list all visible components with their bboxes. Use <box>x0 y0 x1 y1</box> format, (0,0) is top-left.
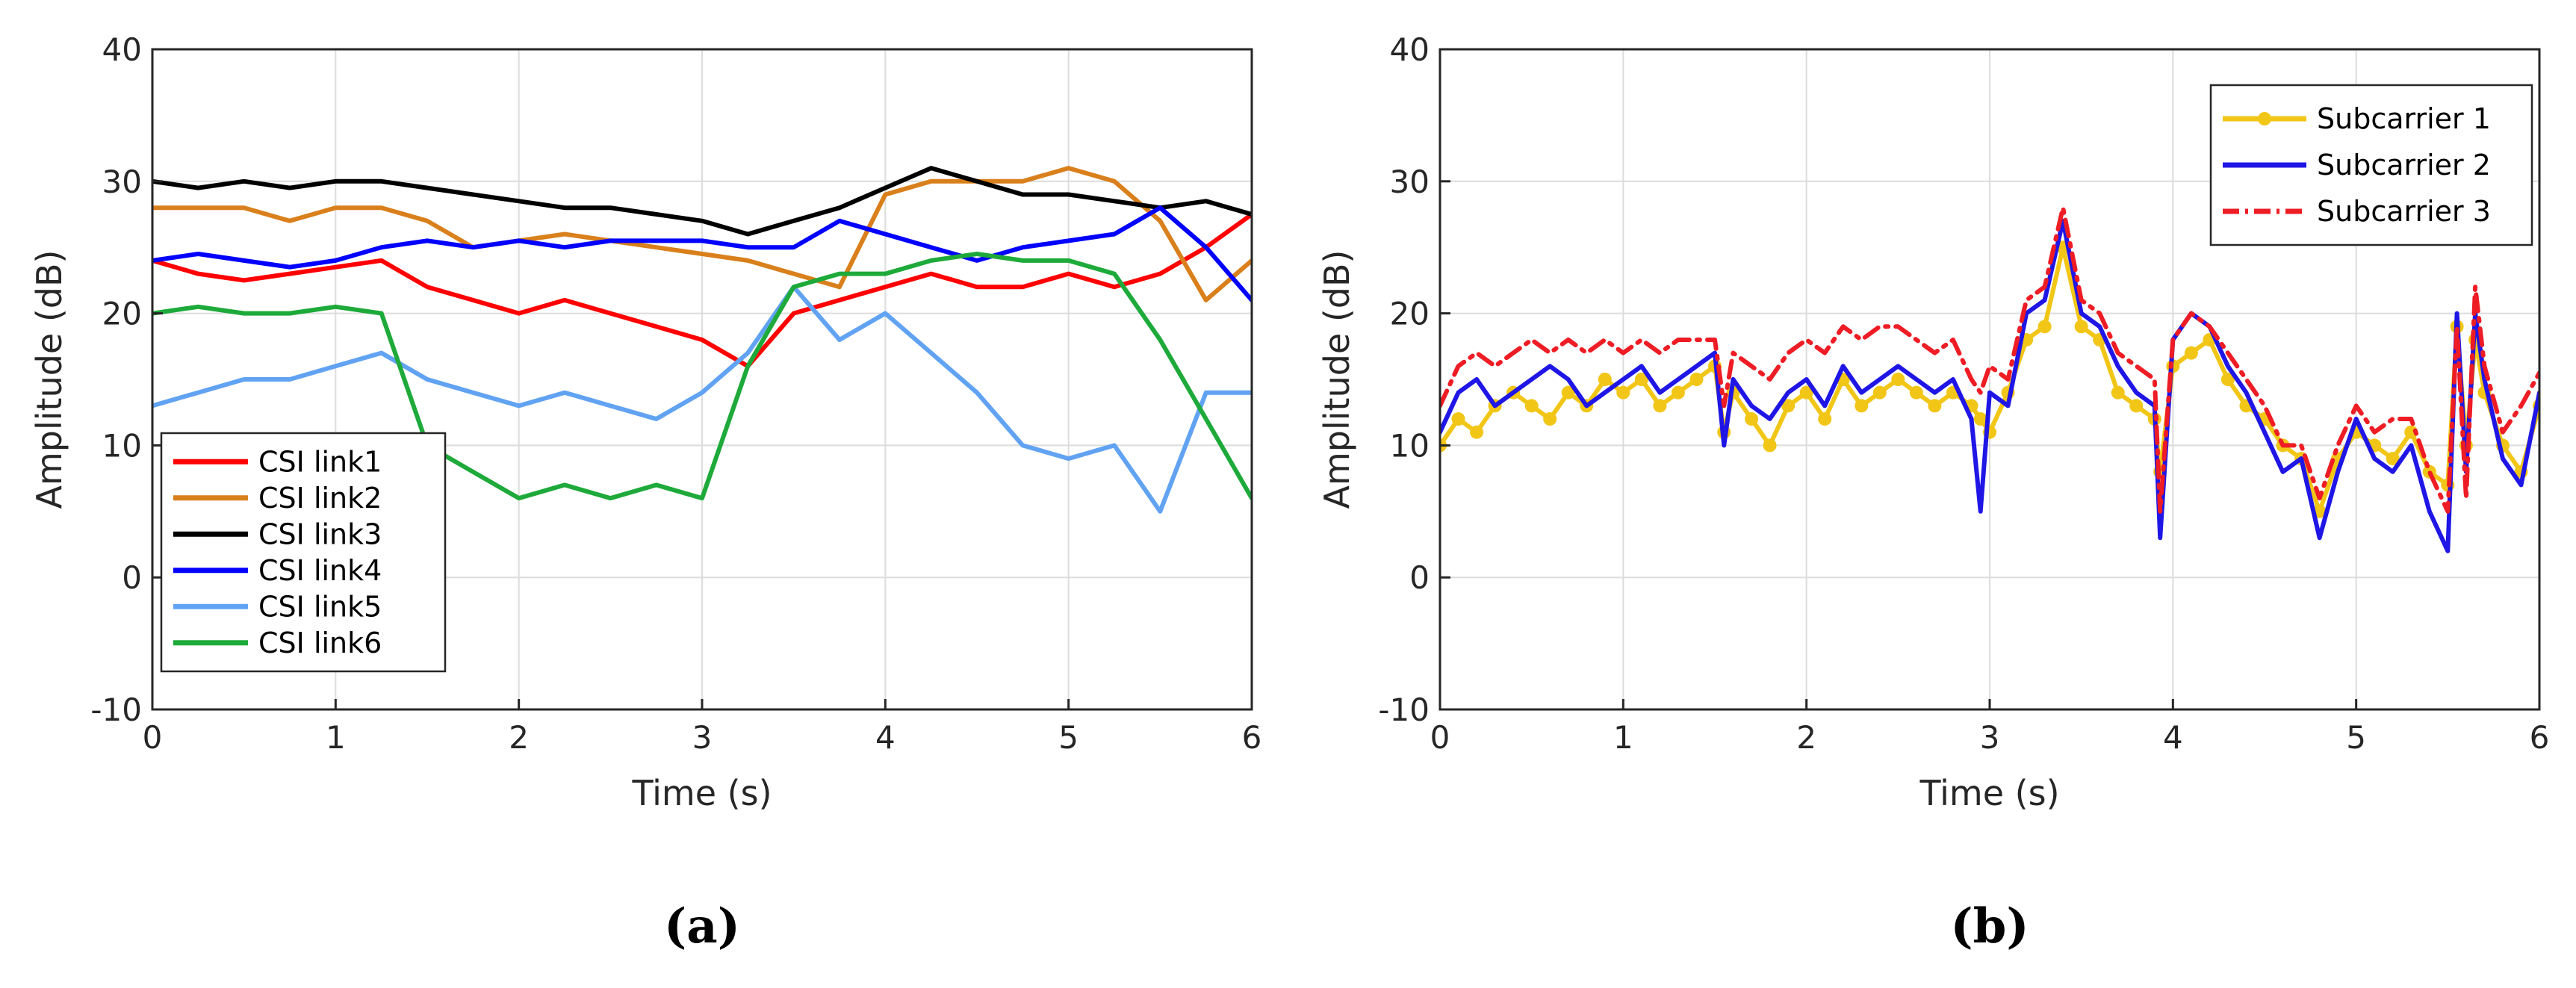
x-tick-label: 1 <box>326 719 346 756</box>
series-point <box>1470 425 1484 439</box>
legend-label: Subcarrier 2 <box>2317 149 2491 181</box>
series-point <box>1451 412 1465 426</box>
x-tick-label: 0 <box>143 719 163 756</box>
series-point <box>2111 385 2125 400</box>
series-point <box>1524 399 1539 413</box>
x-tick-label: 4 <box>875 719 896 756</box>
y-tick-label: 40 <box>1390 31 1430 68</box>
series-line-3 <box>152 166 1252 237</box>
series-point <box>1689 373 1704 386</box>
series-group <box>152 166 1252 514</box>
x-tick-label: 4 <box>2163 719 2183 756</box>
series-line-4 <box>152 205 1252 302</box>
series-line-3 <box>1440 205 2539 514</box>
legend-label: Subcarrier 3 <box>2317 195 2491 228</box>
y-tick-label: 0 <box>122 559 142 596</box>
subfigure-caption: (a) <box>664 898 740 954</box>
x-tick-label: 6 <box>2530 719 2550 756</box>
y-axis-label: Amplitude (dB) <box>1317 250 1357 509</box>
series-line-2 <box>1440 218 2539 553</box>
series-point <box>2037 320 2052 334</box>
series-point <box>2074 320 2088 334</box>
x-tick-label: 5 <box>1058 719 1078 756</box>
series-point <box>1745 412 1759 426</box>
series-point <box>1781 399 1796 413</box>
y-tick-label: 10 <box>1390 427 1430 464</box>
series-point <box>1928 399 1942 413</box>
y-tick-label: 40 <box>102 31 142 68</box>
legend-label: Subcarrier 1 <box>2317 102 2491 135</box>
legend-label: CSI link6 <box>258 627 382 659</box>
series-point <box>1909 385 1923 400</box>
legend-label: CSI link5 <box>258 590 382 623</box>
y-axis-label: Amplitude (dB) <box>29 250 69 509</box>
legend-label: CSI link2 <box>258 482 382 515</box>
x-tick-label: 3 <box>1980 719 2000 756</box>
series-point <box>2129 399 2144 413</box>
series-line-2 <box>152 166 1252 302</box>
y-tick-label: 10 <box>102 427 142 464</box>
x-tick-label: 5 <box>2346 719 2366 756</box>
series-point <box>1653 399 1667 413</box>
y-tick-label: 30 <box>1390 164 1430 200</box>
series-line-5 <box>152 285 1252 514</box>
series-point <box>1763 438 1777 453</box>
x-tick-label: 1 <box>1613 719 1633 756</box>
series-point <box>1561 385 1575 400</box>
y-tick-label: 20 <box>102 296 142 332</box>
subfigure-caption: (b) <box>1950 898 2029 954</box>
x-axis-label: Time (s) <box>1919 773 2059 813</box>
series-line-6 <box>152 252 1252 501</box>
series-point <box>1634 373 1648 386</box>
series-point <box>1543 412 1557 426</box>
x-tick-label: 6 <box>1242 719 1262 756</box>
series-point <box>1855 399 1869 413</box>
series-line-1 <box>152 212 1252 369</box>
series-point <box>1616 385 1630 400</box>
x-tick-label: 2 <box>1796 719 1816 756</box>
series-group <box>1440 205 2539 553</box>
legend-box <box>160 432 447 673</box>
y-tick-label: 30 <box>102 164 142 200</box>
series-point <box>1973 412 1987 426</box>
legend: Subcarrier 1 Subcarrier 2 Subcarrier 3 <box>2209 84 2533 246</box>
series-point <box>2220 373 2235 386</box>
y-tick-label: 0 <box>1409 559 1430 596</box>
series-point <box>1872 385 1887 400</box>
series-point <box>2386 452 2400 466</box>
x-axis-label: Time (s) <box>631 773 772 813</box>
y-tick-label: 20 <box>1390 296 1430 332</box>
series-point <box>1818 412 1832 426</box>
y-tick-label: -10 <box>90 692 142 728</box>
series-point <box>2184 346 2198 360</box>
x-tick-label: 0 <box>1430 719 1450 756</box>
series-point <box>1598 373 1612 386</box>
y-tick-label: -10 <box>1378 692 1430 728</box>
legend-label: CSI link3 <box>258 518 382 550</box>
legend-label: CSI link1 <box>258 445 382 478</box>
x-tick-label: 3 <box>692 719 713 756</box>
legend-label: CSI link4 <box>258 554 382 587</box>
series-point <box>1891 373 1905 386</box>
x-tick-label: 2 <box>509 719 529 756</box>
series-point <box>1671 385 1685 400</box>
legend-marker <box>2258 112 2271 125</box>
series-point <box>1799 385 1813 400</box>
